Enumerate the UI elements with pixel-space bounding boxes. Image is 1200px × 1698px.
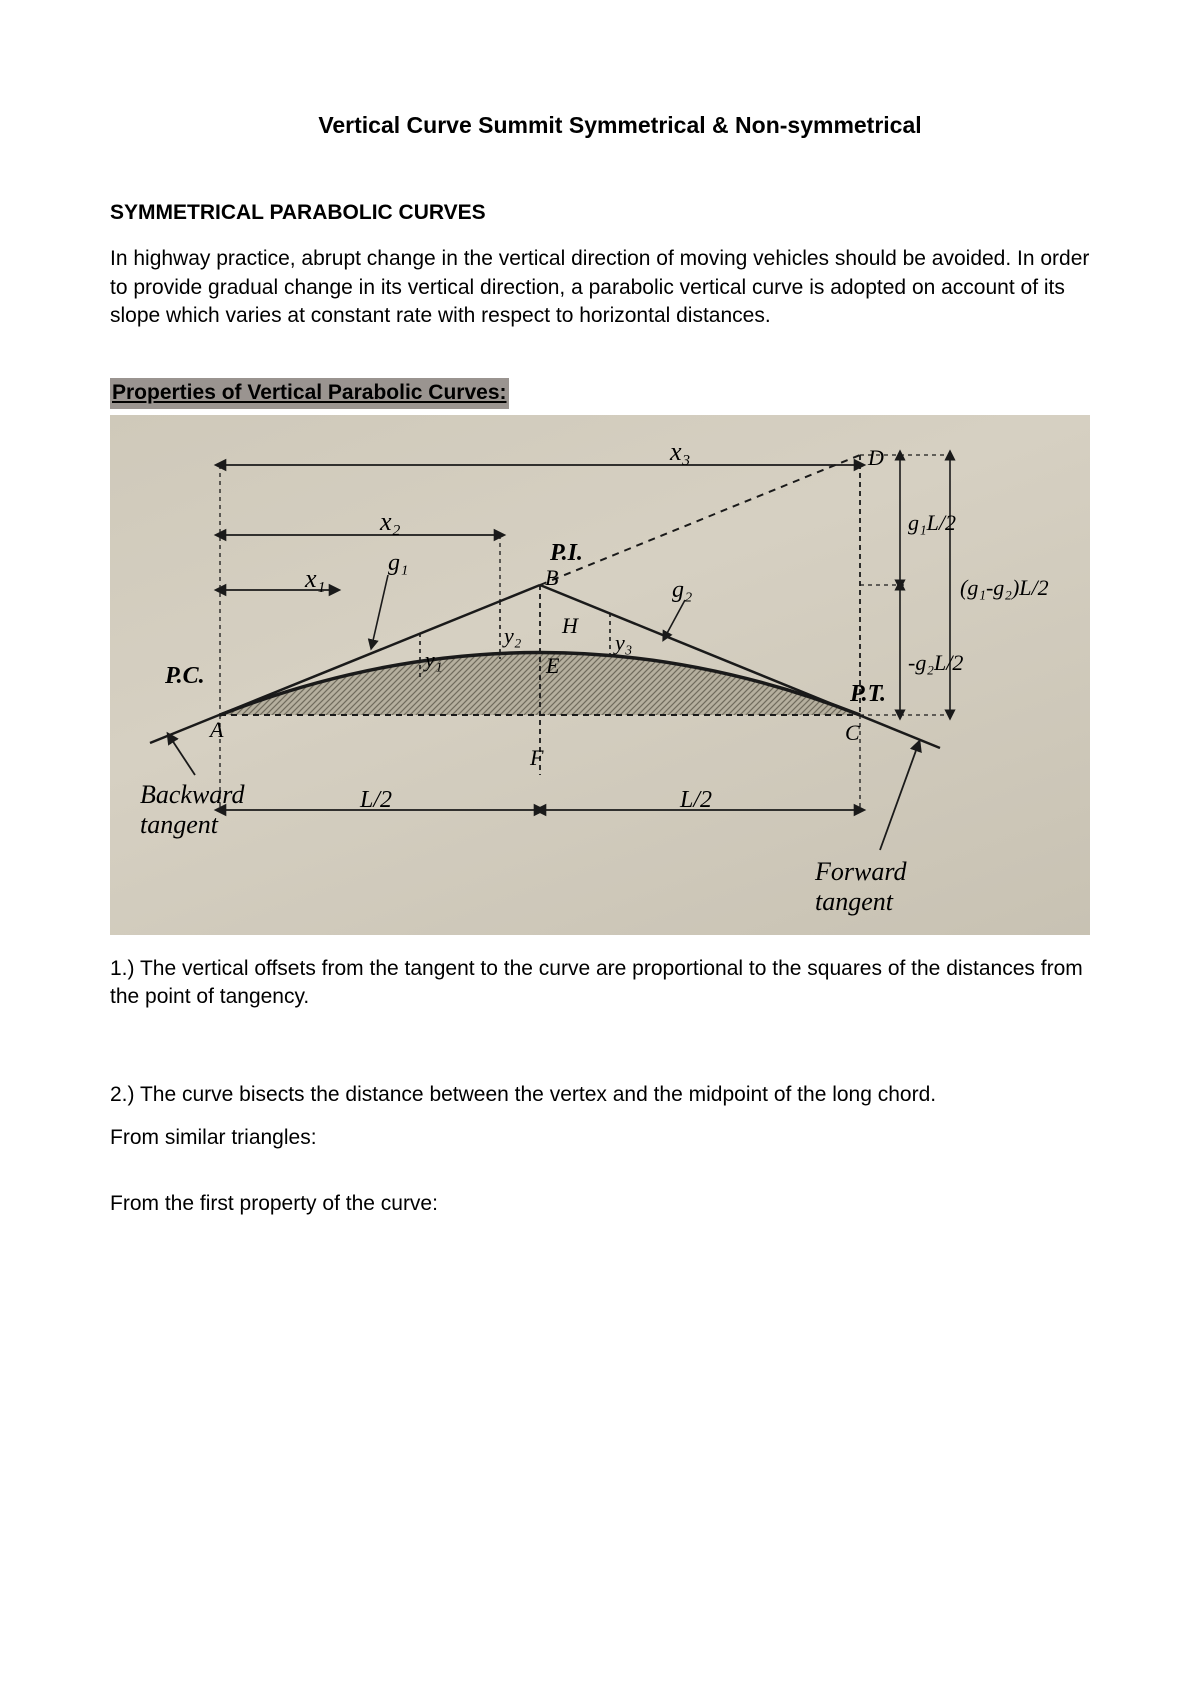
label-backward: Backward: [140, 780, 245, 809]
label-backward2: tangent: [140, 810, 219, 839]
label-g2: g₂: [672, 577, 692, 603]
label-g1: g₁: [388, 550, 408, 576]
label-x1: x₁: [304, 564, 326, 593]
label-x2: x₂: [379, 507, 401, 536]
label-B: B: [545, 565, 558, 590]
label-y1: y₁: [423, 647, 442, 672]
label-mg2L2: -g₂L/2: [908, 650, 963, 675]
from-first-property: From the first property of the curve:: [110, 1190, 1090, 1218]
label-A: A: [208, 717, 224, 742]
label-x3: x₃: [669, 437, 691, 466]
intro-paragraph: In highway practice, abrupt change in th…: [110, 245, 1090, 330]
label-H: H: [561, 613, 579, 638]
section-heading: SYMMETRICAL PARABOLIC CURVES: [110, 199, 1090, 227]
label-pt: P.T.: [849, 681, 886, 707]
label-E: E: [545, 653, 560, 678]
label-pi: P.I.: [549, 540, 583, 566]
parabolic-curve-diagram: x₃ x₂ x₁ g₁ g₂ y₁ y₂ y₃ P.I. B H E F A C…: [110, 415, 1090, 935]
properties-heading: Properties of Vertical Parabolic Curves:: [110, 378, 509, 408]
label-y3: y₃: [613, 630, 632, 655]
property-1: 1.) The vertical offsets from the tangen…: [110, 955, 1090, 1012]
from-similar-triangles: From similar triangles:: [110, 1124, 1090, 1152]
label-C: C: [845, 720, 860, 745]
property-2: 2.) The curve bisects the distance betwe…: [110, 1081, 1090, 1109]
label-D: D: [867, 445, 884, 470]
diagram-container: x₃ x₂ x₁ g₁ g₂ y₁ y₂ y₃ P.I. B H E F A C…: [110, 415, 1090, 935]
label-g1g2L2: (g₁-g₂)L/2: [960, 575, 1049, 600]
page-title: Vertical Curve Summit Symmetrical & Non-…: [110, 110, 1090, 141]
label-F: F: [529, 745, 544, 770]
label-pc: P.C.: [164, 663, 205, 689]
label-l2b: L/2: [679, 787, 712, 813]
label-g1L2: g₁L/2: [908, 510, 956, 535]
label-forward: Forward: [814, 857, 907, 886]
label-l2a: L/2: [359, 787, 392, 813]
label-forward2: tangent: [815, 887, 894, 916]
label-y2: y₂: [502, 623, 522, 648]
